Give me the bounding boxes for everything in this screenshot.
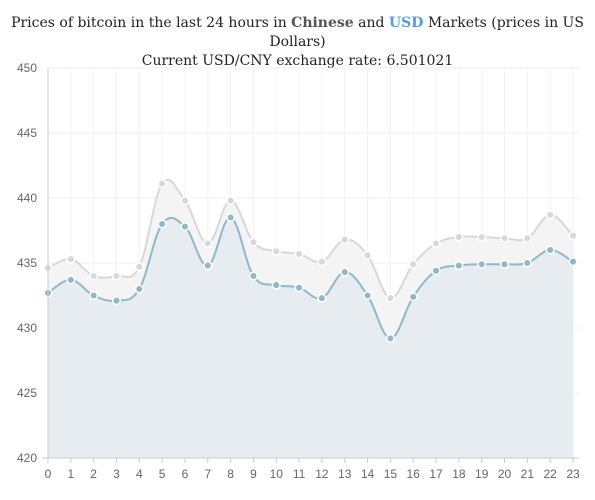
- point-chinese-10[interactable]: [271, 246, 281, 256]
- x-tick-label: 21: [521, 467, 535, 481]
- x-tick-label: 15: [384, 467, 398, 481]
- point-usd-16[interactable]: [408, 292, 418, 302]
- x-tick-label: 3: [113, 467, 120, 481]
- point-usd-7[interactable]: [203, 261, 213, 271]
- point-chinese-1[interactable]: [66, 254, 76, 264]
- chart-subtitle: Current USD/CNY exchange rate: 6.501021: [141, 53, 454, 69]
- y-tick-label: 450: [17, 61, 37, 75]
- point-usd-17[interactable]: [431, 266, 441, 276]
- x-tick-label: 6: [182, 467, 189, 481]
- point-chinese-20[interactable]: [499, 233, 510, 243]
- point-chinese-4[interactable]: [134, 262, 144, 272]
- point-usd-13[interactable]: [340, 267, 350, 277]
- x-tick-label: 14: [361, 467, 375, 481]
- x-tick-label: 11: [293, 467, 306, 481]
- axes: [42, 68, 579, 459]
- point-usd-22[interactable]: [545, 245, 555, 255]
- x-tick-label: 13: [338, 467, 352, 481]
- point-chinese-5[interactable]: [157, 179, 167, 189]
- point-usd-19[interactable]: [477, 259, 487, 269]
- point-usd-2[interactable]: [89, 290, 99, 301]
- point-chinese-7[interactable]: [203, 238, 213, 249]
- point-chinese-22[interactable]: [545, 210, 555, 220]
- point-chinese-12[interactable]: [317, 257, 327, 267]
- point-usd-5[interactable]: [157, 219, 167, 229]
- area-usd: [48, 217, 573, 458]
- y-tick-labels: 420 425 430 435 440 445 450: [17, 61, 37, 465]
- point-chinese-17[interactable]: [431, 238, 441, 249]
- series-points: [43, 179, 578, 343]
- x-tick-label: 16: [407, 467, 421, 481]
- point-chinese-9[interactable]: [248, 237, 258, 247]
- y-tick-label: 430: [17, 321, 37, 335]
- x-tick-label: 23: [566, 467, 580, 481]
- point-chinese-13[interactable]: [340, 235, 350, 245]
- x-tick-label: 22: [543, 467, 557, 481]
- y-tick-label: 420: [17, 451, 37, 465]
- series-areas: [48, 179, 573, 458]
- point-chinese-11[interactable]: [294, 249, 304, 259]
- point-usd-12[interactable]: [317, 293, 327, 303]
- point-usd-10[interactable]: [271, 280, 281, 290]
- point-usd-9[interactable]: [248, 271, 258, 281]
- point-usd-14[interactable]: [363, 290, 373, 301]
- point-chinese-14[interactable]: [363, 250, 373, 260]
- x-tick-label: 18: [452, 467, 466, 481]
- y-tick-label: 440: [17, 191, 37, 205]
- x-tick-label: 19: [475, 467, 489, 481]
- title-series-chinese: Chinese: [291, 15, 354, 31]
- title-prefix: Prices of bitcoin in the last 24 hours i…: [11, 15, 287, 31]
- title-line: Prices of bitcoin in the last 24 hours i…: [0, 14, 595, 52]
- point-usd-6[interactable]: [180, 222, 190, 232]
- point-chinese-19[interactable]: [477, 232, 487, 242]
- point-chinese-16[interactable]: [408, 259, 418, 269]
- point-chinese-8[interactable]: [226, 196, 236, 206]
- point-usd-15[interactable]: [385, 333, 395, 343]
- x-tick-label: 9: [250, 467, 257, 481]
- x-tick-labels: 0 1 2 3 4 5 6 7 8 9 10 11 12 13 14 15 16 17 18 19 20 21 22 23: [45, 458, 580, 481]
- title-conj: and: [358, 15, 385, 31]
- title-series-usd: USD: [388, 15, 424, 31]
- point-chinese-18[interactable]: [454, 232, 464, 242]
- point-chinese-23[interactable]: [568, 231, 578, 241]
- x-tick-label: 12: [315, 467, 329, 481]
- x-tick-label: 5: [159, 467, 166, 481]
- point-usd-23[interactable]: [568, 257, 578, 267]
- y-tick-label: 435: [17, 256, 37, 270]
- x-tick-label: 2: [90, 467, 97, 481]
- point-usd-21[interactable]: [522, 258, 532, 268]
- point-chinese-15[interactable]: [385, 293, 395, 303]
- x-tick-label: 1: [67, 467, 74, 481]
- point-usd-11[interactable]: [294, 283, 304, 293]
- point-chinese-2[interactable]: [89, 271, 99, 281]
- y-tick-label: 425: [17, 386, 37, 400]
- point-usd-8[interactable]: [226, 212, 236, 223]
- point-chinese-21[interactable]: [522, 233, 532, 243]
- y-tick-label: 445: [17, 126, 37, 140]
- title-suffix: Markets (prices in US Dollars): [269, 15, 584, 50]
- point-chinese-6[interactable]: [180, 196, 190, 206]
- x-tick-label: 17: [429, 467, 443, 481]
- point-usd-1[interactable]: [66, 275, 76, 285]
- point-usd-18[interactable]: [454, 261, 464, 271]
- x-tick-label: 10: [270, 467, 284, 481]
- point-usd-4[interactable]: [134, 284, 144, 294]
- x-tick-label: 7: [204, 467, 211, 481]
- point-usd-20[interactable]: [499, 259, 510, 269]
- x-tick-label: 4: [136, 467, 143, 481]
- x-tick-label: 0: [45, 467, 52, 481]
- x-tick-label: 20: [498, 467, 512, 481]
- point-chinese-3[interactable]: [111, 271, 122, 281]
- x-tick-label: 8: [227, 467, 234, 481]
- chart-title: Prices of bitcoin in the last 24 hours i…: [0, 14, 595, 71]
- point-usd-3[interactable]: [111, 296, 122, 306]
